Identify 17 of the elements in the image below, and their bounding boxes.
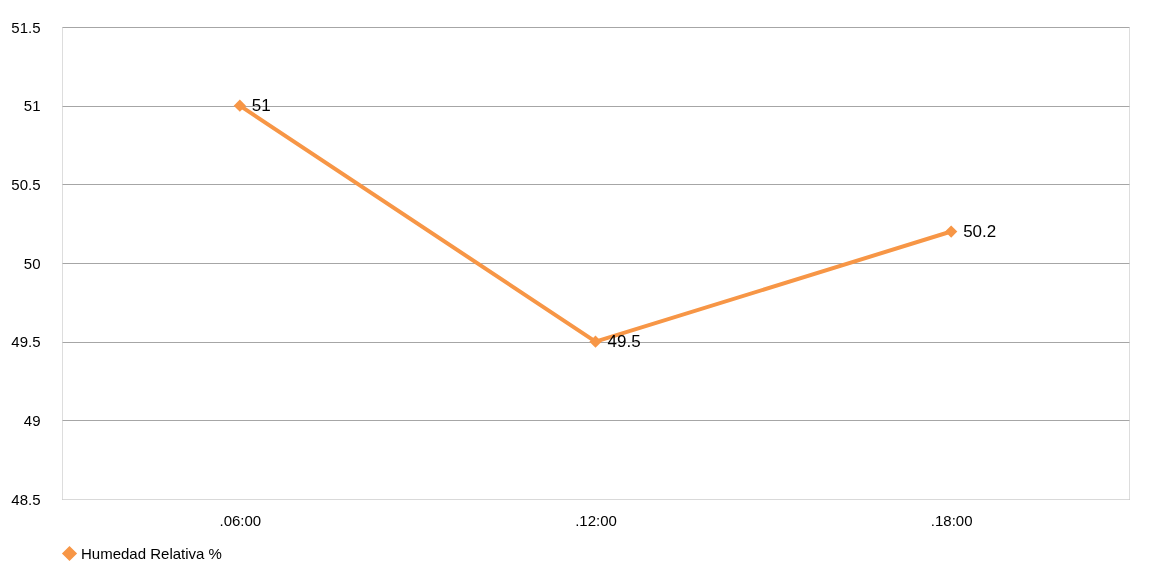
y-tick-label: 50.5 [11,175,41,193]
y-tick-label: 51.5 [11,18,41,36]
y-tick-label: 51 [23,97,41,115]
data-label: 50.2 [963,221,997,241]
point [945,225,958,238]
y-tick-label: 48.5 [11,490,41,508]
point [589,335,602,348]
data-label: 49.5 [607,331,641,351]
point [233,99,246,112]
x-tick-label: .18:00 [930,511,973,529]
y-tick-label: 49 [23,411,41,429]
legend-label: Humedad Relativa % [81,544,222,562]
data-label: 51 [251,95,271,115]
x-tick-label: .12:00 [575,511,617,529]
y-tick-label: 49.5 [11,333,41,351]
x-tick-label: .06:00 [219,511,262,529]
y-tick-label: 50 [23,254,41,272]
